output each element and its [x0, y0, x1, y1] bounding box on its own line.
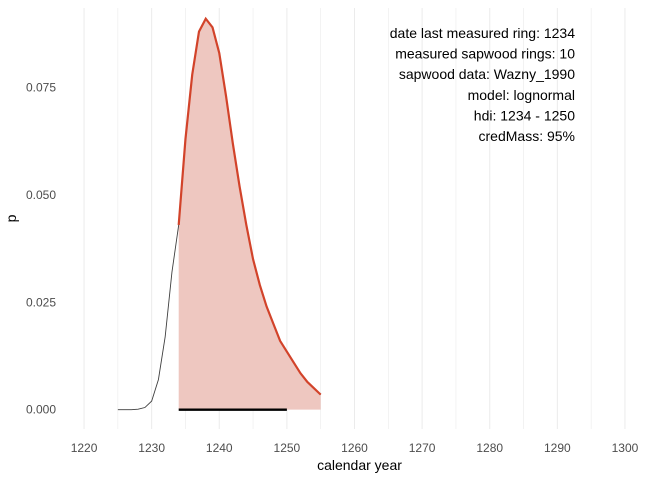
annotation-sapwood-rings: measured sapwood rings: 10 — [395, 46, 575, 62]
x-tick-label: 1280 — [476, 441, 503, 455]
x-tick-label: 1260 — [341, 441, 368, 455]
x-axis-ticks: 1220 1230 1240 1250 1260 1270 1280 1290 1300 — [71, 441, 639, 455]
x-tick-label: 1300 — [612, 441, 639, 455]
annotation-block: date last measured ring: 1234 measured s… — [390, 25, 575, 144]
annotation-last-ring: date last measured ring: 1234 — [390, 25, 575, 41]
x-axis-title: calendar year — [317, 457, 402, 473]
annotation-credmass: credMass: 95% — [479, 128, 575, 144]
x-tick-label: 1220 — [71, 441, 98, 455]
annotation-sapwood-data: sapwood data: Wazny_1990 — [399, 66, 575, 82]
hdi-area — [178, 18, 321, 410]
y-tick-label: 0.075 — [26, 80, 56, 94]
y-axis-title: p — [3, 214, 19, 222]
y-tick-label: 0.025 — [26, 295, 56, 309]
y-axis-ticks: 0.000 0.025 0.050 0.075 — [26, 80, 56, 416]
x-tick-label: 1290 — [544, 441, 571, 455]
x-tick-label: 1250 — [274, 441, 301, 455]
y-tick-label: 0.000 — [26, 403, 56, 417]
hdi-density-line — [177, 16, 322, 396]
annotation-model: model: lognormal — [468, 87, 575, 103]
x-tick-label: 1270 — [409, 441, 436, 455]
x-tick-label: 1240 — [206, 441, 233, 455]
x-tick-label: 1230 — [138, 441, 165, 455]
annotation-hdi: hdi: 1234 - 1250 — [474, 107, 575, 123]
y-tick-label: 0.050 — [26, 188, 56, 202]
